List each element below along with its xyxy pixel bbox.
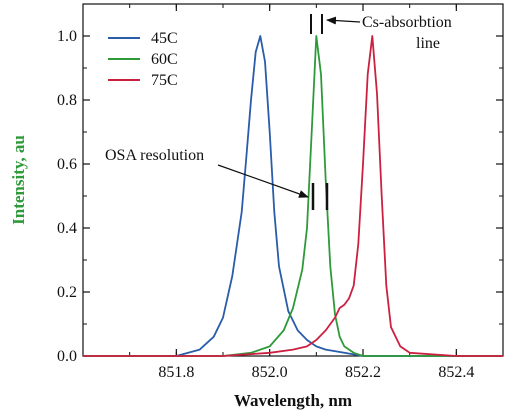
x-tick-label: 852.0 (252, 364, 288, 381)
ticks-layer: 851.8 852.0 852.2 852.4 0.0 0.2 0.4 0.6 0.8 1.0 (57, 3, 504, 381)
series-layer (83, 35, 503, 357)
cs-absorption-annotation: Cs-absorbtion line (310, 14, 452, 52)
x-tick-label: 851.8 (158, 364, 194, 381)
cs-annotation-text-line2: line (416, 35, 440, 52)
cs-annotation-text-line1: Cs-absorbtion (362, 14, 452, 31)
x-axis-label: Wavelength, nm (234, 391, 352, 410)
osa-resolution-annotation: OSA resolution (105, 147, 329, 210)
series-line-60c (83, 35, 503, 357)
series-line-75c (83, 35, 503, 357)
legend-label-45c: 45C (151, 30, 178, 47)
y-tick-label: 0.8 (57, 92, 77, 109)
legend-label-60c: 60C (151, 51, 178, 68)
legend-label-75c: 75C (151, 72, 178, 89)
series-line-45c (83, 35, 503, 357)
osa-annotation-text: OSA resolution (105, 147, 204, 164)
y-tick-label: 1.0 (57, 28, 77, 45)
y-tick-label: 0.4 (57, 220, 77, 237)
cs-annotation-arrow (326, 16, 361, 25)
osa-annotation-arrow (217, 164, 309, 198)
x-tick-label: 852.4 (438, 364, 474, 381)
y-tick-label: 0.0 (57, 348, 77, 365)
y-axis-label: Intensity, au (9, 135, 28, 225)
plot-frame (82, 3, 504, 357)
y-tick-label: 0.6 (57, 156, 77, 173)
y-tick-label: 0.2 (57, 284, 77, 301)
x-tick-label: 852.2 (345, 364, 381, 381)
legend: 45C 60C 75C (108, 30, 178, 89)
